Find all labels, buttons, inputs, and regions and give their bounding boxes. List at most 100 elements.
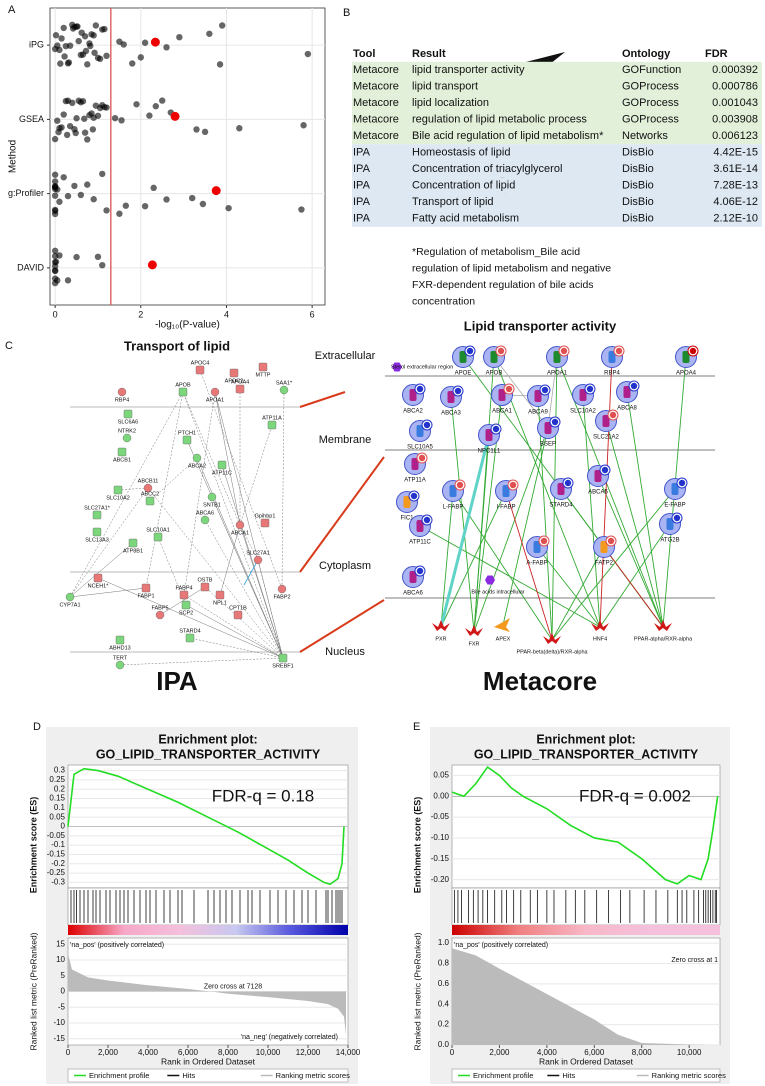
y-tick-label: 0.8 <box>438 959 450 968</box>
ipa-node <box>195 365 205 375</box>
node-label: I-FABP <box>496 505 515 511</box>
node-label: NTRK2 <box>118 428 136 434</box>
ipa-node <box>123 409 133 419</box>
node-glyph <box>600 541 608 553</box>
node-label: NPC1L1 <box>478 449 501 455</box>
node-glyph <box>602 415 610 427</box>
point <box>189 194 196 202</box>
highlight-point <box>150 37 160 47</box>
y-tick-label: 0.00 <box>433 791 449 800</box>
point <box>152 103 160 110</box>
table-header: Result <box>412 48 446 60</box>
x-tick-label: 6,000 <box>584 1048 605 1057</box>
zero-cross-label: Zero cross at 1 <box>671 957 718 964</box>
point <box>216 61 224 68</box>
point <box>58 35 65 42</box>
network-edge <box>419 525 601 628</box>
network-edge <box>551 488 676 641</box>
pos-label: 'na_pos' (positively correlated) <box>70 942 164 949</box>
point <box>73 253 80 261</box>
y-tick-label: 0.1 <box>54 803 66 812</box>
point <box>52 32 60 39</box>
y-tick-label: -0.2 <box>51 859 65 868</box>
node-glyph <box>594 470 602 482</box>
node-badge <box>492 425 500 433</box>
legend-label: Enrichment profile <box>473 1071 533 1080</box>
node-badge <box>678 479 686 487</box>
point <box>206 30 213 37</box>
node-label: APOB <box>486 371 503 377</box>
y-tick-label: 15 <box>56 939 65 948</box>
node-badge <box>607 537 615 545</box>
table-cell: 7.28E-13 <box>713 179 758 191</box>
node-label: APOE <box>455 371 472 377</box>
table-cell: DisBio <box>622 163 654 175</box>
table-cell: DisBio <box>622 196 654 208</box>
panel-letter: D <box>33 721 41 733</box>
point <box>163 44 170 51</box>
table-cell: Transport of lipid <box>412 196 494 208</box>
ipa-node <box>115 635 125 645</box>
point <box>133 101 140 108</box>
panel-letter: E <box>413 721 420 733</box>
x-tick-label: 4 <box>224 309 229 319</box>
point <box>176 33 183 41</box>
layer-label: Extracellular <box>315 350 376 362</box>
point <box>75 37 82 45</box>
diagram-title: Transport of lipid <box>124 338 230 353</box>
ipa-node <box>128 538 138 548</box>
connector <box>299 456 385 573</box>
y-tick-label: -0.1 <box>51 840 65 849</box>
node-badge <box>416 567 424 575</box>
table-cell: Concentration of lipid <box>412 179 515 191</box>
network-edge <box>537 395 553 641</box>
node-label: PPAR-beta(delta)/RXR-alpha <box>516 649 588 655</box>
ipa-node <box>235 384 245 394</box>
node-glyph <box>502 485 510 497</box>
y-tick-label: -0.05 <box>431 812 450 821</box>
legend-label: Enrichment profile <box>89 1071 149 1080</box>
y-tick-label: 0.0 <box>438 1040 450 1049</box>
network-edge <box>69 587 147 598</box>
node-label: ABCA5 <box>588 490 608 496</box>
node-badge <box>586 385 594 393</box>
point <box>99 170 106 178</box>
point <box>81 115 88 122</box>
point <box>56 198 63 205</box>
row-background <box>352 210 762 227</box>
point <box>116 210 123 217</box>
ipa-node <box>260 518 270 528</box>
point <box>61 53 68 60</box>
node-label: SLC13A3 <box>85 537 109 543</box>
ipa-node <box>92 510 102 520</box>
point <box>77 191 85 199</box>
node-label: NPL1 <box>213 600 227 606</box>
network-edge <box>536 546 601 628</box>
ipa-node <box>258 362 268 372</box>
tool-label: IPA <box>156 666 198 696</box>
node-label: ATP11A <box>262 415 282 421</box>
x-tick-label: 0 <box>53 309 58 319</box>
ipa-node <box>115 660 125 670</box>
y-tick-label: 0 <box>61 822 66 831</box>
point <box>51 207 59 215</box>
node-label: ATP11C <box>212 470 232 476</box>
ipa-node <box>182 435 192 445</box>
point <box>72 129 79 137</box>
node-label: SLC21A2 <box>593 435 619 441</box>
node-glyph <box>608 351 616 363</box>
point <box>122 202 130 209</box>
node-glyph <box>416 425 424 437</box>
panel-letter: C <box>5 340 13 352</box>
y-tick-label: -0.10 <box>431 833 450 842</box>
point <box>74 23 81 30</box>
fdr-annotation: FDR-q = 0.002 <box>579 786 691 805</box>
table-cell: Fatty acid metabolism <box>412 212 519 224</box>
table-cell: lipid transporter activity <box>412 64 525 76</box>
connector <box>299 599 385 653</box>
ipa-node <box>92 527 102 537</box>
node-glyph <box>579 389 587 401</box>
node-label: SREBF1 <box>272 663 293 669</box>
node-badge <box>497 347 505 355</box>
table-cell: GOProcess <box>622 113 679 125</box>
